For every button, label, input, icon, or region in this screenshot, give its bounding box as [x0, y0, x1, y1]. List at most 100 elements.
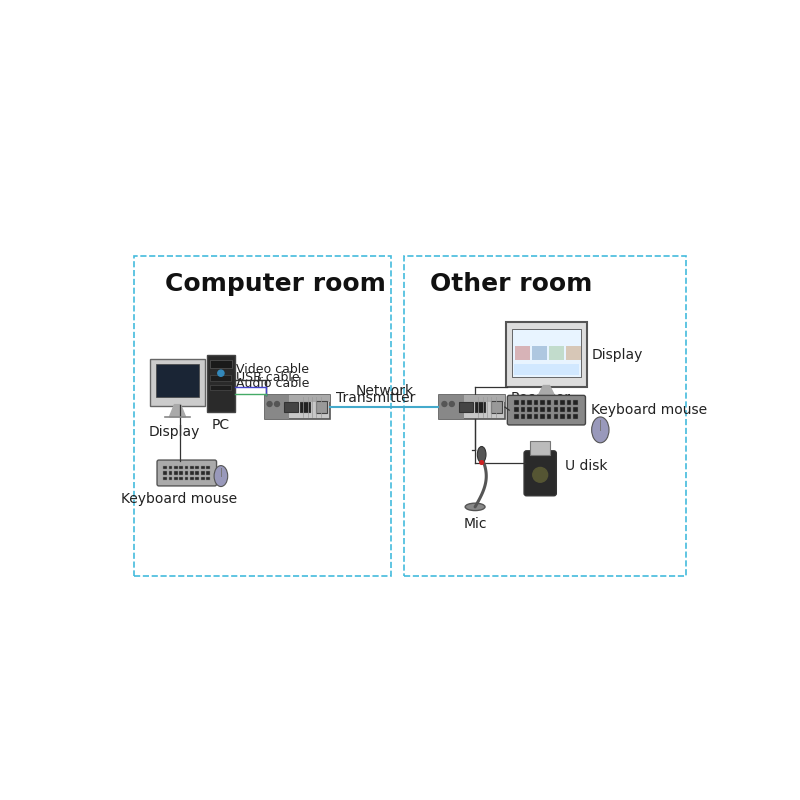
- FancyBboxPatch shape: [514, 365, 578, 375]
- FancyBboxPatch shape: [541, 400, 545, 406]
- FancyBboxPatch shape: [265, 395, 330, 402]
- FancyBboxPatch shape: [474, 402, 485, 412]
- Text: Other room: Other room: [430, 272, 592, 296]
- FancyBboxPatch shape: [521, 407, 525, 412]
- Text: Computer room: Computer room: [165, 272, 386, 296]
- Text: Transmitter: Transmitter: [336, 391, 415, 405]
- Text: Audio cable: Audio cable: [237, 378, 310, 390]
- FancyBboxPatch shape: [527, 400, 532, 406]
- Circle shape: [533, 467, 548, 482]
- FancyBboxPatch shape: [163, 466, 167, 470]
- FancyBboxPatch shape: [527, 407, 532, 412]
- FancyBboxPatch shape: [547, 400, 551, 406]
- FancyBboxPatch shape: [547, 414, 551, 418]
- FancyBboxPatch shape: [185, 466, 189, 470]
- Text: Keyboard mouse: Keyboard mouse: [122, 492, 238, 506]
- FancyBboxPatch shape: [190, 477, 194, 480]
- FancyBboxPatch shape: [574, 400, 578, 406]
- Text: Keyboard mouse: Keyboard mouse: [591, 403, 707, 417]
- FancyBboxPatch shape: [560, 407, 565, 412]
- FancyBboxPatch shape: [459, 402, 473, 412]
- FancyBboxPatch shape: [150, 359, 205, 406]
- FancyBboxPatch shape: [521, 400, 525, 406]
- FancyBboxPatch shape: [285, 402, 298, 412]
- FancyBboxPatch shape: [179, 471, 183, 475]
- FancyBboxPatch shape: [574, 407, 578, 412]
- FancyBboxPatch shape: [574, 414, 578, 418]
- FancyBboxPatch shape: [201, 477, 205, 480]
- Circle shape: [450, 402, 454, 406]
- FancyBboxPatch shape: [541, 407, 545, 412]
- FancyBboxPatch shape: [532, 346, 547, 360]
- FancyBboxPatch shape: [521, 414, 525, 418]
- Polygon shape: [537, 386, 556, 399]
- FancyBboxPatch shape: [190, 471, 194, 475]
- Text: Display: Display: [591, 348, 642, 362]
- Text: Network: Network: [355, 384, 414, 398]
- FancyBboxPatch shape: [554, 400, 558, 406]
- Text: USB cable: USB cable: [237, 370, 300, 384]
- FancyBboxPatch shape: [201, 471, 205, 475]
- FancyBboxPatch shape: [163, 477, 167, 480]
- Circle shape: [274, 402, 279, 406]
- FancyBboxPatch shape: [179, 477, 183, 480]
- FancyBboxPatch shape: [179, 466, 183, 470]
- FancyBboxPatch shape: [566, 407, 571, 412]
- FancyBboxPatch shape: [439, 395, 505, 418]
- FancyBboxPatch shape: [206, 466, 210, 470]
- FancyBboxPatch shape: [206, 477, 210, 480]
- Polygon shape: [170, 405, 186, 417]
- Ellipse shape: [214, 466, 228, 486]
- FancyBboxPatch shape: [206, 471, 210, 475]
- FancyBboxPatch shape: [514, 414, 518, 418]
- FancyBboxPatch shape: [300, 402, 310, 412]
- FancyBboxPatch shape: [185, 477, 189, 480]
- Circle shape: [442, 402, 447, 406]
- Circle shape: [480, 461, 483, 464]
- FancyBboxPatch shape: [210, 375, 231, 381]
- FancyBboxPatch shape: [210, 360, 232, 368]
- FancyBboxPatch shape: [174, 466, 178, 470]
- FancyBboxPatch shape: [491, 401, 502, 414]
- FancyBboxPatch shape: [265, 395, 290, 418]
- FancyBboxPatch shape: [210, 385, 231, 390]
- FancyBboxPatch shape: [534, 414, 538, 418]
- FancyBboxPatch shape: [169, 466, 172, 470]
- FancyBboxPatch shape: [527, 414, 532, 418]
- Circle shape: [267, 402, 272, 406]
- FancyBboxPatch shape: [439, 395, 464, 418]
- Circle shape: [218, 370, 224, 376]
- FancyBboxPatch shape: [534, 400, 538, 406]
- FancyBboxPatch shape: [566, 414, 571, 418]
- FancyBboxPatch shape: [156, 364, 199, 397]
- Ellipse shape: [478, 446, 486, 462]
- FancyBboxPatch shape: [514, 407, 518, 412]
- FancyBboxPatch shape: [265, 395, 330, 418]
- FancyBboxPatch shape: [439, 395, 505, 402]
- FancyBboxPatch shape: [195, 466, 199, 470]
- FancyBboxPatch shape: [547, 407, 551, 412]
- FancyBboxPatch shape: [190, 466, 194, 470]
- FancyBboxPatch shape: [524, 451, 556, 496]
- Text: U disk: U disk: [565, 458, 607, 473]
- FancyBboxPatch shape: [554, 414, 558, 418]
- FancyBboxPatch shape: [512, 329, 581, 377]
- Ellipse shape: [465, 503, 485, 510]
- Text: Display: Display: [149, 425, 200, 439]
- FancyBboxPatch shape: [201, 466, 205, 470]
- FancyBboxPatch shape: [566, 346, 581, 360]
- FancyBboxPatch shape: [554, 407, 558, 412]
- FancyBboxPatch shape: [195, 471, 199, 475]
- FancyBboxPatch shape: [169, 477, 172, 480]
- FancyBboxPatch shape: [163, 471, 167, 475]
- FancyBboxPatch shape: [185, 471, 189, 475]
- FancyBboxPatch shape: [566, 400, 571, 406]
- FancyBboxPatch shape: [157, 460, 217, 486]
- FancyBboxPatch shape: [174, 471, 178, 475]
- FancyBboxPatch shape: [195, 477, 199, 480]
- Text: PC: PC: [212, 418, 230, 432]
- Text: Mic: Mic: [463, 517, 487, 530]
- FancyBboxPatch shape: [506, 322, 587, 387]
- FancyBboxPatch shape: [507, 395, 586, 425]
- FancyBboxPatch shape: [530, 441, 550, 454]
